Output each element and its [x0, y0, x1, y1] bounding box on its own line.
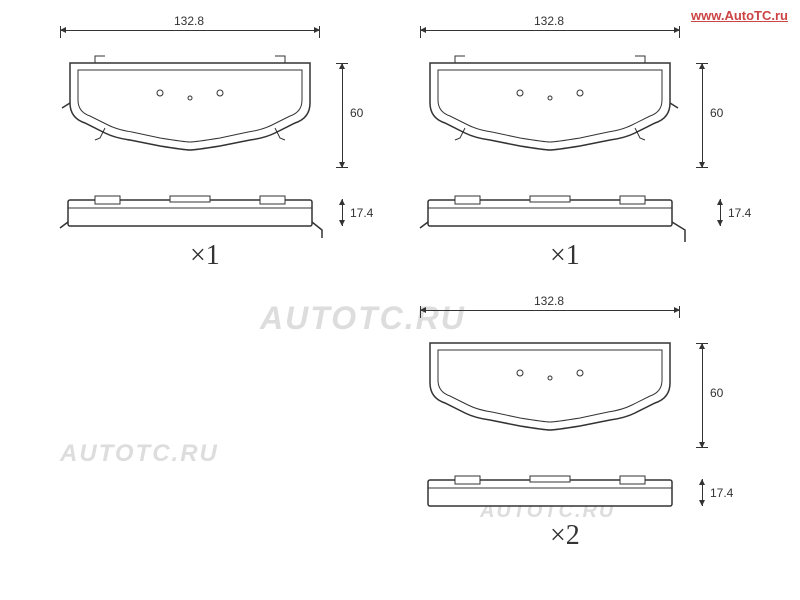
thick-label: 17.4 [708, 486, 735, 500]
pad-face-svg [410, 328, 690, 458]
thick-label: 17.4 [726, 206, 753, 220]
pad-face-svg [410, 48, 690, 178]
dim-arrow [674, 307, 680, 313]
pad-face-svg [50, 48, 330, 178]
dim-line [702, 343, 703, 448]
dim-arrow [699, 479, 705, 485]
quantity-label: ×1 [550, 240, 580, 272]
height-label: 60 [708, 106, 725, 120]
height-label: 60 [348, 106, 365, 120]
dim-arrow [420, 307, 426, 313]
dim-line [702, 63, 703, 168]
dim-arrow [339, 199, 345, 205]
dim-arrow [699, 500, 705, 506]
dim-arrow [699, 162, 705, 168]
dim-arrow [699, 343, 705, 349]
dim-arrow [699, 442, 705, 448]
dim-arrow [717, 199, 723, 205]
pad-top-svg [50, 190, 330, 240]
dim-arrow [339, 220, 345, 226]
dim-arrow [314, 27, 320, 33]
dim-arrow [60, 27, 66, 33]
dim-arrow [717, 220, 723, 226]
dim-arrow [674, 27, 680, 33]
dim-arrow [699, 63, 705, 69]
dim-line [420, 30, 680, 31]
thick-label: 17.4 [348, 206, 375, 220]
dim-line [342, 63, 343, 168]
dim-line [60, 30, 320, 31]
width-label: 132.8 [532, 294, 566, 308]
quantity-label: ×2 [550, 520, 580, 552]
quantity-label: ×1 [190, 240, 220, 272]
dim-arrow [420, 27, 426, 33]
dim-arrow [339, 162, 345, 168]
source-url[interactable]: www.AutoTC.ru [691, 8, 788, 23]
watermark: AUTOTC.RU [60, 440, 219, 468]
width-label: 132.8 [172, 14, 206, 28]
height-label: 60 [708, 386, 725, 400]
dim-arrow [339, 63, 345, 69]
width-label: 132.8 [532, 14, 566, 28]
pad-top-svg [410, 470, 690, 520]
dim-line [420, 310, 680, 311]
diagram-container: www.AutoTC.ru AUTOTC.RU AUTOTC.RU AUTOTC… [0, 0, 800, 600]
